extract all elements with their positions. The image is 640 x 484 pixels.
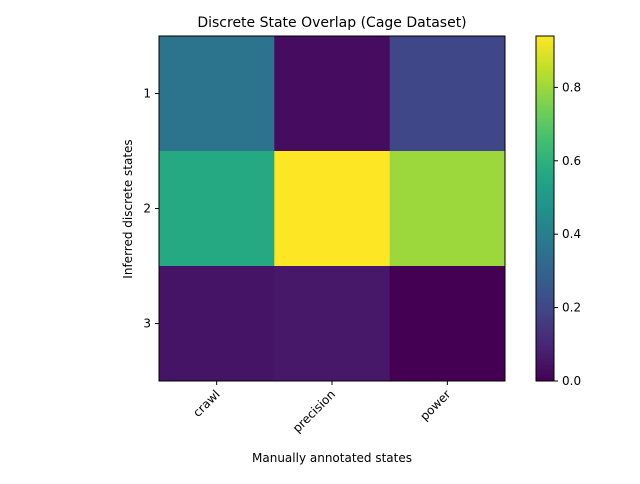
chart-title: Discrete State Overlap (Cage Dataset) — [197, 15, 466, 31]
heatmap-cell — [274, 151, 391, 267]
colorbar-ticks: 0.0 0.2 0.4 0.6 0.8 — [554, 80, 581, 388]
x-axis-label: Manually annotated states — [252, 451, 412, 465]
colorbar-tick-label: 0.6 — [562, 154, 581, 168]
colorbar-tick-label: 0.8 — [562, 80, 581, 94]
colorbar-frame — [535, 35, 555, 382]
heatmap-cell — [389, 266, 506, 382]
heatmap-cell — [159, 36, 275, 152]
x-tick-label: power — [417, 387, 453, 423]
x-tick-label: crawl — [190, 387, 223, 420]
heatmap-cell — [159, 151, 275, 267]
colorbar-tick-label: 0.2 — [562, 301, 581, 315]
heatmap-cell — [159, 266, 275, 382]
y-tick-label: 3 — [143, 317, 151, 331]
heatmap-cell — [389, 36, 506, 152]
x-tick-label: precision — [290, 387, 338, 435]
x-axis-ticks: crawl precision power — [190, 381, 453, 435]
heatmap-cell — [274, 36, 391, 152]
y-tick-label: 2 — [143, 202, 151, 216]
y-axis-label: Inferred discrete states — [121, 139, 135, 278]
heatmap-cells — [159, 36, 506, 382]
heatmap-cell — [389, 151, 506, 267]
colorbar-tick-label: 0.4 — [562, 227, 581, 241]
y-tick-label: 1 — [143, 87, 151, 101]
colorbar — [536, 36, 554, 381]
colorbar-tick-label: 0.0 — [562, 374, 581, 388]
heatmap-cell — [274, 266, 391, 382]
y-axis-ticks: 1 2 3 — [143, 87, 159, 331]
